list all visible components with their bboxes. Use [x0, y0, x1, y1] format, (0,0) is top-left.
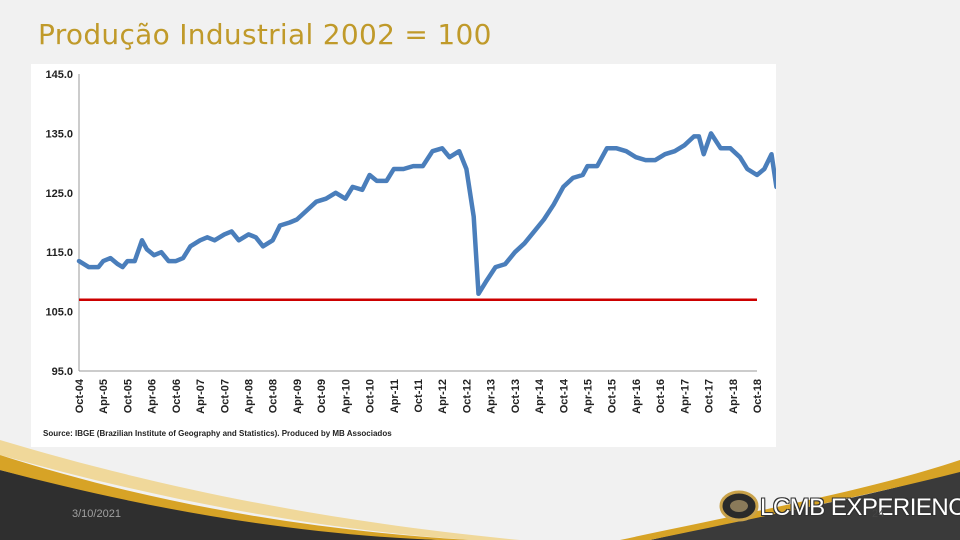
x-tick-label: Oct-04	[74, 378, 86, 413]
x-tick-label: Apr-07	[195, 379, 207, 414]
x-tick-label: Oct-14	[558, 378, 570, 413]
x-tick-label: Apr-09	[292, 379, 304, 414]
x-tick-label: Oct-18	[752, 379, 764, 413]
x-tick-label: Apr-16	[631, 379, 643, 414]
x-tick-label: Apr-12	[437, 379, 449, 414]
x-tick-label: Oct-12	[461, 379, 473, 413]
x-tick-label: Oct-09	[316, 379, 328, 413]
x-tick-label: Apr-11	[389, 379, 401, 413]
x-tick-label: Oct-10	[365, 379, 377, 413]
x-tick-label: Oct-08	[268, 379, 280, 413]
x-tick-label: Apr-10	[340, 379, 352, 414]
x-tick-label: Apr-17	[679, 379, 691, 414]
x-tick-label: Apr-15	[583, 379, 595, 414]
slide-title: Produção Industrial 2002 = 100	[38, 18, 492, 51]
y-tick-label: 125.0	[45, 188, 73, 200]
y-tick-label: 95.0	[52, 366, 73, 378]
x-tick-label: Oct-11	[413, 379, 425, 413]
footer-swoosh-decoration	[0, 440, 960, 540]
lcmb-logo-text: LCMB EXPERIENCE	[760, 494, 960, 521]
y-tick-label: 105.0	[45, 307, 73, 319]
x-tick-label: Apr-05	[98, 379, 110, 414]
x-tick-label: Oct-15	[607, 379, 619, 413]
x-tick-label: Oct-07	[219, 379, 231, 413]
x-tick-label: Oct-06	[171, 379, 183, 413]
series-line	[76, 131, 776, 297]
slide-number: 24	[872, 508, 885, 520]
x-tick-label: Apr-14	[534, 378, 546, 414]
chart-source-note: Source: IBGE (Brazilian Institute of Geo…	[43, 429, 392, 438]
x-tick-label: Apr-18	[728, 379, 740, 414]
x-tick-label: Apr-08	[244, 379, 256, 414]
line-chart: 145.0 135.0 125.0 115.0 105.0 95.0 Oct-04 Apr-0…	[31, 64, 776, 447]
y-tick-label: 115.0	[46, 247, 73, 259]
y-tick-label: 135.0	[45, 128, 73, 140]
x-tick-label: Oct-16	[655, 379, 667, 413]
y-tick-label: 145.0	[45, 69, 73, 81]
x-tick-label: Apr-13	[486, 379, 498, 414]
x-tick-label: Apr-06	[147, 379, 159, 414]
x-tick-label: Oct-05	[122, 379, 134, 413]
x-tick-label: Oct-13	[510, 379, 522, 413]
footer-date: 3/10/2021	[72, 508, 121, 520]
x-tick-label: Oct-17	[704, 379, 716, 413]
lcmb-logo: LCMB EXPERIENCE	[718, 484, 960, 530]
lcmb-logo-emblem-icon	[719, 490, 759, 522]
